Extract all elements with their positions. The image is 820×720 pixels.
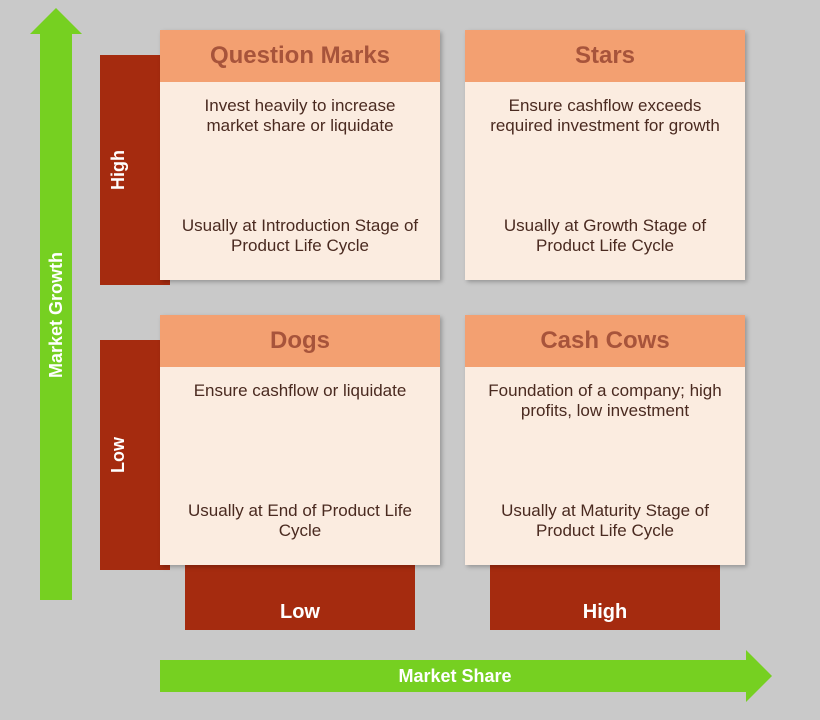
card-line1: Ensure cashflow or liquidate [178, 381, 422, 401]
card-line1: Invest heavily to increase market share … [178, 96, 422, 136]
card-body: Invest heavily to increase market share … [160, 82, 440, 280]
card-body: Ensure cashflow exceeds required investm… [465, 82, 745, 280]
x-axis-arrow: Market Share [160, 660, 750, 692]
card-title: Stars [465, 30, 745, 82]
card-title: Cash Cows [465, 315, 745, 367]
y-axis-label: Market Growth [46, 252, 67, 378]
x-axis-label: Market Share [398, 666, 511, 687]
col-label-low: Low [185, 555, 415, 630]
col-label-low-text: Low [280, 601, 320, 624]
arrow-up-icon [30, 8, 82, 34]
quadrant-dogs: Dogs Ensure cashflow or liquidate Usuall… [160, 315, 440, 565]
card-title: Question Marks [160, 30, 440, 82]
card-line2: Usually at Maturity Stage of Product Lif… [483, 501, 727, 541]
y-axis-arrow: Market Growth [40, 30, 72, 600]
card-line2: Usually at Introduction Stage of Product… [178, 216, 422, 256]
bcg-matrix: Market Growth High Low Low High Question… [0, 0, 820, 720]
row-label-high-text: High [108, 142, 129, 198]
card-line2: Usually at End of Product Life Cycle [178, 501, 422, 541]
quadrant-question-marks: Question Marks Invest heavily to increas… [160, 30, 440, 280]
card-body: Foundation of a company; high profits, l… [465, 367, 745, 565]
card-line1: Ensure cashflow exceeds required investm… [483, 96, 727, 136]
card-body: Ensure cashflow or liquidate Usually at … [160, 367, 440, 565]
col-label-high-text: High [583, 601, 627, 624]
row-label-low-text: Low [108, 429, 129, 481]
col-label-high: High [490, 555, 720, 630]
card-line1: Foundation of a company; high profits, l… [483, 381, 727, 421]
arrow-right-icon [746, 650, 772, 702]
card-line2: Usually at Growth Stage of Product Life … [483, 216, 727, 256]
quadrant-cash-cows: Cash Cows Foundation of a company; high … [465, 315, 745, 565]
card-title: Dogs [160, 315, 440, 367]
quadrant-stars: Stars Ensure cashflow exceeds required i… [465, 30, 745, 280]
